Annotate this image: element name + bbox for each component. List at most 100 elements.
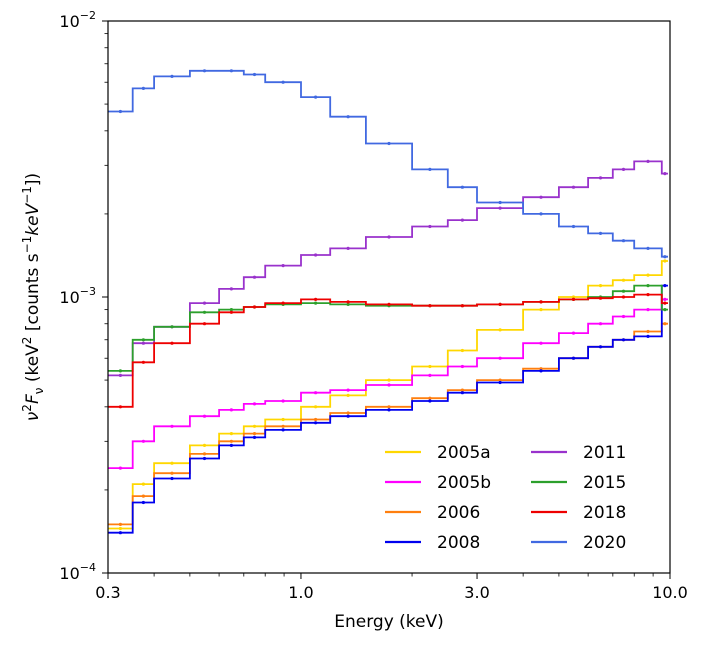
legend-label-2015: 2015 bbox=[583, 473, 626, 493]
data-point-2006 bbox=[460, 388, 464, 392]
data-point-2020 bbox=[460, 185, 464, 189]
data-point-2005a bbox=[118, 526, 122, 531]
data-point-2011 bbox=[202, 301, 207, 305]
y-tick-label: 10−3 bbox=[59, 285, 96, 307]
data-point-2011 bbox=[646, 159, 650, 163]
legend-label-2011: 2011 bbox=[583, 443, 626, 463]
data-point-2020 bbox=[252, 72, 257, 77]
data-point-2005a bbox=[387, 378, 391, 382]
data-point-2018 bbox=[170, 341, 174, 345]
data-point-2020 bbox=[170, 74, 174, 78]
data-point-2018 bbox=[539, 300, 543, 304]
data-point-2005b bbox=[460, 364, 464, 369]
data-point-2006 bbox=[346, 411, 350, 415]
data-point-2008 bbox=[314, 421, 318, 425]
series-line-2020 bbox=[108, 69, 668, 258]
data-point-2005b bbox=[539, 341, 543, 345]
data-point-2006 bbox=[428, 396, 432, 400]
data-point-2018 bbox=[621, 295, 626, 299]
data-point-2008 bbox=[118, 531, 122, 535]
data-point-2005a bbox=[598, 284, 603, 288]
data-point-2020 bbox=[387, 141, 391, 146]
data-point-2005b bbox=[202, 414, 207, 418]
data-point-2020 bbox=[229, 69, 233, 73]
data-point-2005a bbox=[314, 405, 318, 409]
data-point-2006 bbox=[170, 471, 174, 475]
data-point-2018 bbox=[498, 302, 502, 306]
data-point-2008 bbox=[170, 476, 174, 481]
data-point-2020 bbox=[118, 109, 122, 114]
data-point-2008 bbox=[141, 500, 145, 505]
legend-label-2006: 2006 bbox=[437, 503, 480, 523]
x-axis-label: Energy (keV) bbox=[334, 612, 444, 632]
data-point-2005b bbox=[170, 424, 174, 428]
data-point-2018 bbox=[663, 301, 667, 305]
data-point-2008 bbox=[229, 443, 233, 447]
data-point-2005b bbox=[141, 439, 145, 443]
data-point-2008 bbox=[663, 284, 667, 288]
data-point-2005b bbox=[314, 391, 318, 395]
data-point-2008 bbox=[281, 428, 285, 432]
data-point-2015 bbox=[314, 301, 318, 305]
data-point-2005a bbox=[170, 461, 174, 465]
data-point-2005b bbox=[498, 356, 502, 360]
data-point-2008 bbox=[428, 399, 432, 403]
data-point-2006 bbox=[646, 329, 650, 334]
data-point-2005b bbox=[598, 322, 603, 326]
data-point-2005b bbox=[663, 297, 667, 301]
data-point-2005a bbox=[621, 278, 626, 282]
data-point-2018 bbox=[252, 305, 257, 309]
data-point-2006 bbox=[314, 417, 318, 422]
x-tick-label: 10.0 bbox=[652, 583, 688, 602]
data-point-2011 bbox=[387, 235, 391, 239]
data-point-2020 bbox=[281, 80, 285, 84]
data-point-2011 bbox=[460, 218, 464, 222]
data-point-2020 bbox=[498, 200, 502, 205]
data-point-2005b bbox=[621, 314, 626, 319]
data-point-2006 bbox=[141, 494, 145, 498]
data-point-2005a bbox=[460, 348, 464, 353]
data-point-2005b bbox=[281, 399, 285, 403]
series-layer bbox=[108, 69, 668, 535]
legend: 2005a 2005b 2006 2008 2011 2015 2018 2020 bbox=[385, 443, 626, 553]
data-point-2011 bbox=[621, 167, 626, 171]
data-point-2005a bbox=[646, 273, 650, 277]
data-point-2018 bbox=[646, 293, 650, 297]
data-point-2018 bbox=[598, 296, 603, 300]
data-point-2005b bbox=[229, 408, 233, 412]
data-point-2020 bbox=[571, 224, 576, 229]
data-point-2006 bbox=[387, 405, 391, 409]
data-point-2011 bbox=[118, 373, 122, 377]
data-point-2005b bbox=[428, 373, 432, 377]
data-point-2006 bbox=[229, 439, 233, 443]
data-point-2005a bbox=[498, 328, 502, 332]
data-point-2006 bbox=[202, 452, 207, 456]
legend-label-2005b: 2005b bbox=[437, 473, 491, 493]
data-point-2008 bbox=[202, 456, 207, 461]
data-point-2008 bbox=[598, 345, 603, 349]
data-point-2020 bbox=[428, 167, 432, 171]
series-line-2018 bbox=[108, 293, 668, 408]
data-point-2015 bbox=[646, 284, 650, 288]
data-point-2018 bbox=[314, 297, 318, 301]
data-point-2011 bbox=[428, 224, 432, 229]
data-point-2018 bbox=[229, 310, 233, 314]
data-point-2005b bbox=[118, 466, 122, 470]
data-point-2011 bbox=[346, 246, 350, 250]
data-point-2005a bbox=[141, 482, 145, 486]
x-tick-label: 3.0 bbox=[464, 583, 489, 602]
y-axis-label: ν2Fν (keV2 [counts s−1keV−1]) bbox=[20, 173, 46, 421]
x-tick-label: 1.0 bbox=[288, 583, 313, 602]
data-point-2018 bbox=[118, 405, 122, 409]
data-point-2011 bbox=[571, 185, 576, 189]
data-point-2011 bbox=[598, 176, 603, 180]
data-point-2015 bbox=[621, 289, 626, 293]
data-point-2006 bbox=[663, 322, 667, 326]
legend-label-2020: 2020 bbox=[583, 533, 626, 553]
data-point-2018 bbox=[460, 304, 464, 308]
data-point-2011 bbox=[314, 253, 318, 257]
data-point-2011 bbox=[141, 341, 145, 345]
data-point-2005a bbox=[663, 259, 667, 263]
data-point-2008 bbox=[498, 380, 502, 385]
